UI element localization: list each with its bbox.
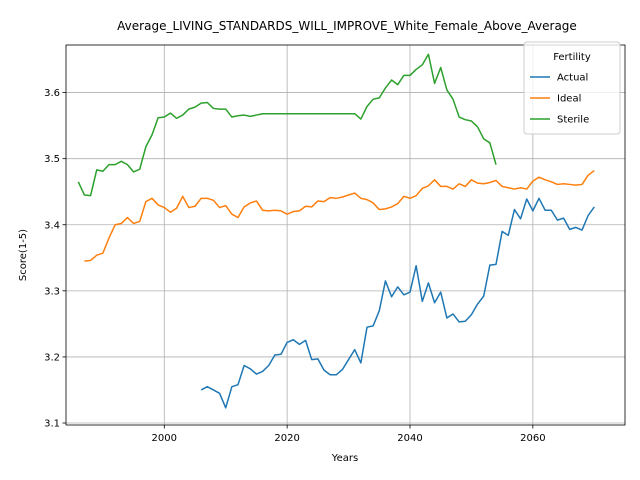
legend-label-ideal: Ideal: [557, 94, 581, 105]
x-tick-label: 2000: [152, 433, 177, 444]
axis-ticks: 2000 2020 2040 2060 3.1 3.2 3.3 3.4 3.5 3.6: [44, 88, 545, 444]
y-tick-label: 3.5: [44, 154, 60, 165]
x-tick-label: 2040: [397, 433, 422, 444]
legend-label-actual: Actual: [557, 73, 588, 84]
series-lines: [77, 53, 595, 409]
y-tick-label: 3.2: [44, 352, 60, 363]
chart-title: Average_LIVING_STANDARDS_WILL_IMPROVE_Wh…: [117, 19, 577, 33]
y-tick-label: 3.6: [44, 88, 60, 99]
x-tick-label: 2060: [520, 433, 545, 444]
legend-box: [523, 41, 621, 135]
y-tick-label: 3.3: [44, 286, 60, 297]
series-line-ideal: [84, 169, 595, 262]
plot-frame: [65, 44, 626, 426]
legend: Fertility Actual Ideal Sterile: [523, 41, 621, 135]
y-axis-label: Score(1-5): [18, 229, 29, 281]
y-tick-label: 3.1: [44, 419, 60, 430]
y-tick-label: 3.4: [44, 220, 60, 231]
legend-label-sterile: Sterile: [557, 115, 589, 126]
x-axis-label: Years: [331, 453, 358, 464]
series-line-sterile: [77, 53, 497, 197]
legend-title: Fertility: [553, 52, 591, 63]
x-tick-label: 2020: [274, 433, 299, 444]
series-line-actual: [200, 197, 595, 409]
